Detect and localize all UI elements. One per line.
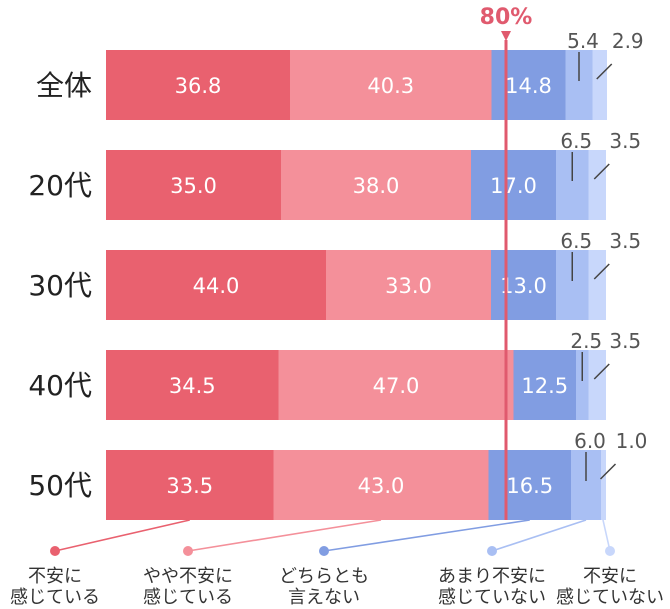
bar-segment bbox=[273, 450, 489, 520]
data-label: 3.5 bbox=[609, 229, 641, 253]
legend-leader-line bbox=[602, 519, 611, 552]
marker-arrow bbox=[501, 31, 511, 41]
bar-segment bbox=[513, 350, 576, 420]
marker-layer: 80% bbox=[480, 5, 533, 520]
legend-label: あまり不安に感じていない bbox=[438, 566, 546, 608]
callouts-layer: 5.4 2.9 6.5 3.5 6.5 3.5 2.5 3.5 6.0 1.0 bbox=[560, 29, 647, 481]
bar-segment bbox=[592, 50, 607, 120]
category-label: 全体 bbox=[36, 69, 92, 102]
legend-leader-line bbox=[323, 519, 530, 552]
data-label: 36.8 bbox=[175, 74, 222, 98]
bar-segment bbox=[491, 250, 556, 320]
bar-segment bbox=[106, 350, 279, 420]
callout-line bbox=[596, 63, 613, 80]
data-label: 6.5 bbox=[560, 229, 592, 253]
category-label: 40代 bbox=[28, 369, 92, 402]
legend-dot bbox=[605, 546, 615, 556]
legend-layer: 不安に感じている やや不安に感じている どちらとも言えない あまり不安に感じていない不… bbox=[10, 519, 664, 608]
legend-leader-line bbox=[187, 519, 382, 552]
data-label: 5.4 bbox=[567, 29, 599, 53]
data-label: 2.9 bbox=[612, 29, 644, 53]
callout-line bbox=[599, 463, 617, 480]
bar-segment bbox=[278, 350, 514, 420]
data-label: 35.0 bbox=[170, 174, 217, 198]
bar-segment bbox=[471, 150, 556, 220]
bar-segment bbox=[106, 50, 290, 120]
data-label: 3.5 bbox=[609, 129, 641, 153]
bar-segment bbox=[588, 150, 606, 220]
data-label: 12.5 bbox=[521, 374, 568, 398]
data-label: 13.0 bbox=[500, 274, 547, 298]
data-label: 6.5 bbox=[560, 129, 592, 153]
callout-line bbox=[593, 263, 610, 280]
marker-label: 80% bbox=[480, 5, 533, 30]
bar-segment bbox=[491, 50, 566, 120]
data-label: 14.8 bbox=[505, 74, 552, 98]
data-label: 47.0 bbox=[373, 374, 420, 398]
data-label: 17.0 bbox=[490, 174, 537, 198]
callout-line bbox=[593, 163, 610, 180]
legend-leader-line bbox=[491, 519, 587, 552]
bar-segment bbox=[106, 450, 274, 520]
data-label: 16.5 bbox=[506, 474, 553, 498]
data-label: 6.0 bbox=[574, 429, 606, 453]
callout-line bbox=[593, 363, 610, 380]
bar-segment bbox=[576, 350, 589, 420]
data-label: 1.0 bbox=[616, 429, 648, 453]
legend-dot bbox=[50, 546, 60, 556]
legend-dot bbox=[319, 546, 329, 556]
category-label: 20代 bbox=[28, 169, 92, 202]
data-label: 33.0 bbox=[385, 274, 432, 298]
legend-dot bbox=[183, 546, 193, 556]
legend-label: 不安に感じていない bbox=[556, 566, 664, 608]
data-label: 38.0 bbox=[353, 174, 400, 198]
data-label: 40.3 bbox=[367, 74, 414, 98]
bar-segment bbox=[488, 450, 571, 520]
data-label: 44.0 bbox=[193, 274, 240, 298]
bar-segment bbox=[601, 450, 606, 520]
bar-segment bbox=[106, 150, 281, 220]
legend-dot bbox=[487, 546, 497, 556]
bar-segment bbox=[106, 250, 326, 320]
bar-segment bbox=[588, 350, 606, 420]
legend-leader-line bbox=[54, 519, 190, 552]
data-label: 34.5 bbox=[169, 374, 216, 398]
legend-label: どちらとも言えない bbox=[279, 566, 369, 608]
bar-segment bbox=[588, 250, 606, 320]
bar-segment bbox=[326, 250, 491, 320]
data-label: 43.0 bbox=[358, 474, 405, 498]
bars-layer: 全体 36.8 40.3 14.8 20代 35.0 38.0 17.0 30代 44.0 33.0… bbox=[28, 50, 607, 520]
data-label: 3.5 bbox=[609, 329, 641, 353]
category-label: 50代 bbox=[28, 469, 92, 502]
bar-segment bbox=[290, 50, 492, 120]
legend-label: 不安に感じている bbox=[10, 566, 100, 608]
legend-label: やや不安に感じている bbox=[143, 566, 233, 608]
category-label: 30代 bbox=[28, 269, 92, 302]
data-label: 2.5 bbox=[570, 329, 602, 353]
data-label: 33.5 bbox=[166, 474, 213, 498]
bar-segment bbox=[281, 150, 471, 220]
